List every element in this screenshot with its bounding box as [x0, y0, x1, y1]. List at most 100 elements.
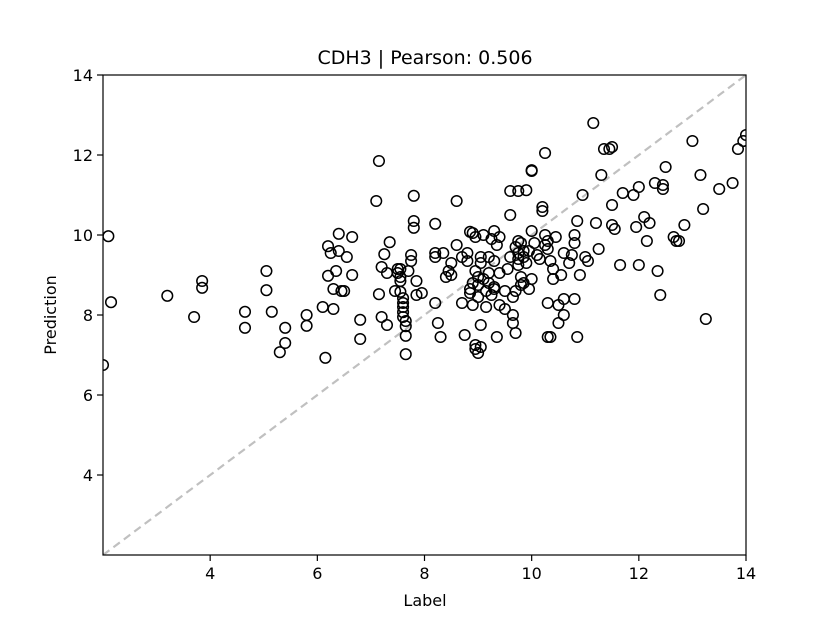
- data-point: [603, 142, 616, 156]
- data-point: [380, 318, 394, 332]
- data-point: [260, 284, 273, 297]
- data-point: [378, 248, 391, 261]
- data-point: [472, 270, 485, 284]
- data-point: [509, 326, 522, 340]
- data-point: [605, 140, 619, 154]
- data-point: [450, 238, 463, 252]
- data-point: [330, 264, 343, 278]
- data-point: [576, 188, 589, 202]
- data-point: [103, 358, 110, 372]
- data-point: [614, 258, 627, 272]
- data-point: [549, 230, 562, 244]
- data-point: [445, 256, 458, 270]
- data-point: [632, 258, 645, 272]
- data-point: [512, 234, 525, 248]
- data-point: [458, 328, 471, 342]
- data-point: [474, 256, 487, 270]
- y-tick-label: 6: [83, 386, 93, 405]
- data-point: [300, 319, 313, 332]
- data-point: [616, 186, 629, 200]
- data-point: [429, 246, 442, 260]
- data-point: [340, 250, 353, 264]
- data-point: [410, 274, 423, 288]
- data-point: [407, 189, 420, 202]
- data-point: [643, 216, 656, 230]
- chart-title: CDH3 | Pearson: 0.506: [317, 47, 532, 69]
- data-point: [571, 330, 584, 344]
- data-point: [388, 284, 402, 298]
- data-points: [103, 116, 746, 372]
- data-point: [346, 268, 359, 282]
- data-point: [563, 256, 576, 270]
- data-point: [654, 288, 667, 302]
- data-point: [431, 316, 444, 330]
- data-point: [332, 244, 345, 258]
- data-point: [485, 288, 498, 302]
- data-point: [506, 290, 519, 304]
- data-point: [399, 329, 412, 342]
- data-point: [739, 128, 746, 142]
- data-point: [595, 168, 608, 182]
- data-point: [472, 346, 485, 360]
- data-point: [161, 289, 174, 302]
- data-point: [597, 142, 611, 156]
- data-point: [472, 290, 485, 304]
- y-tick-label: 10: [73, 226, 93, 245]
- x-tick-label: 6: [312, 564, 322, 583]
- data-point: [415, 286, 428, 300]
- data-point: [399, 314, 412, 328]
- data-point: [539, 228, 552, 242]
- data-point: [520, 184, 533, 197]
- data-point: [397, 292, 410, 305]
- data-point: [196, 274, 209, 288]
- data-point: [469, 338, 482, 352]
- data-point: [501, 262, 514, 276]
- data-point: [300, 308, 313, 322]
- data-point: [568, 292, 581, 306]
- data-point: [557, 308, 570, 322]
- x-tick-label: 12: [629, 564, 649, 583]
- data-point: [608, 222, 621, 236]
- data-point: [474, 318, 487, 332]
- data-point: [104, 296, 118, 309]
- data-point: [372, 154, 386, 168]
- data-point: [656, 182, 669, 196]
- y-axis: 4 6 8 10 12 14: [73, 66, 103, 485]
- data-point: [557, 246, 570, 260]
- data-point: [694, 168, 707, 182]
- data-point: [354, 332, 367, 346]
- y-tick-label: 12: [73, 146, 93, 165]
- data-point: [525, 164, 538, 178]
- data-point: [332, 227, 345, 240]
- data-point: [726, 176, 739, 190]
- data-point: [394, 270, 407, 284]
- data-point: [434, 330, 447, 344]
- data-point: [581, 254, 594, 268]
- data-point: [490, 330, 503, 344]
- data-point: [648, 176, 661, 190]
- data-point: [699, 312, 712, 326]
- data-point: [405, 248, 418, 262]
- data-point: [437, 246, 450, 260]
- data-point: [498, 302, 511, 316]
- data-point: [354, 313, 367, 326]
- data-point: [324, 246, 337, 260]
- identity-reference-line: [103, 75, 746, 555]
- data-point: [587, 116, 600, 130]
- data-point: [659, 160, 672, 174]
- data-point: [474, 340, 487, 354]
- data-point: [455, 296, 469, 310]
- x-tick-label: 8: [419, 564, 429, 583]
- x-tick-label: 4: [205, 564, 215, 583]
- y-axis-label: Prediction: [41, 275, 60, 354]
- data-point: [592, 242, 605, 256]
- data-point: [399, 348, 412, 361]
- data-point: [273, 346, 286, 359]
- data-point: [399, 320, 412, 333]
- data-point: [536, 200, 549, 214]
- data-point: [678, 218, 691, 232]
- x-tick-label: 10: [521, 564, 541, 583]
- data-point: [504, 208, 517, 222]
- data-point: [238, 305, 252, 318]
